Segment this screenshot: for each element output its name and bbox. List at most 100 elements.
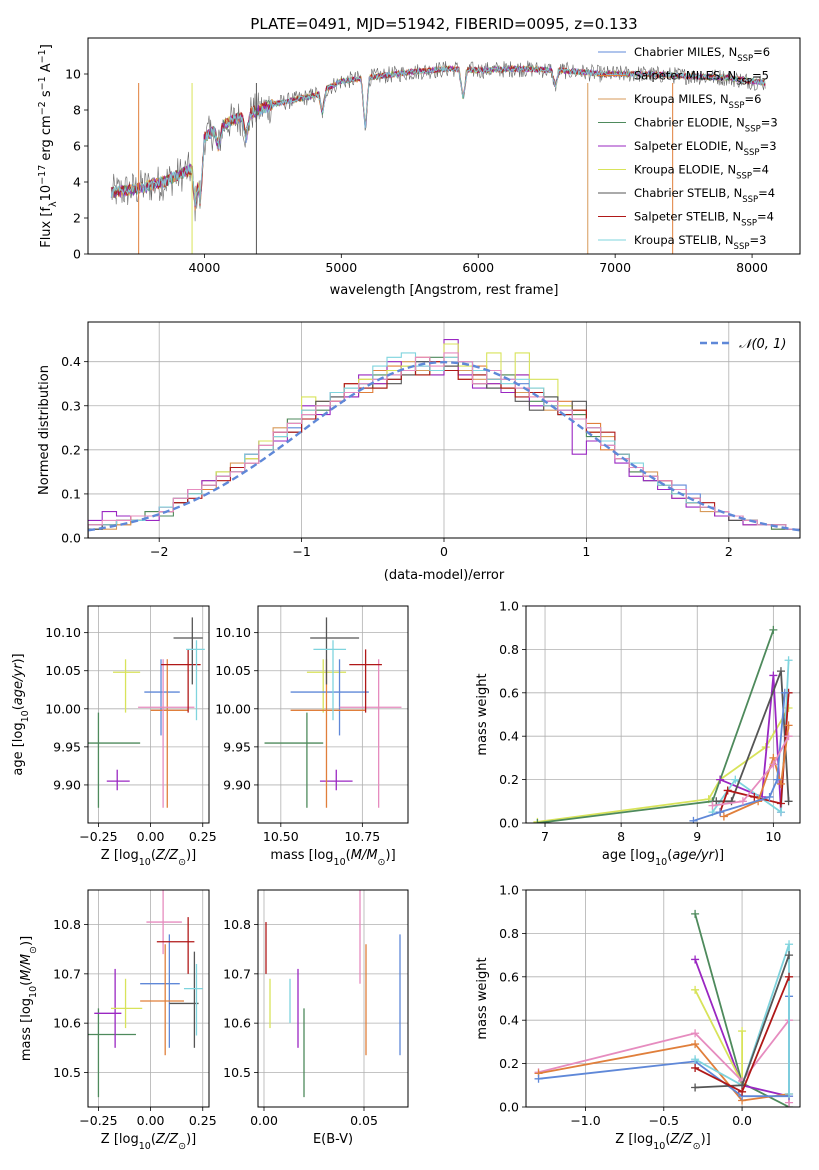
x-tick-label: −1.0 <box>570 1113 600 1128</box>
axes-frame <box>87 889 210 1108</box>
legend-entry: Salpeter STELIB, NSSP=4 <box>634 210 774 229</box>
x-tick-label: 5000 <box>325 260 357 275</box>
y-tick-label: 9.95 <box>53 739 81 754</box>
x-tick-label: 10 <box>765 829 781 844</box>
y-tick-label: 9.95 <box>223 739 251 754</box>
residuals-ylabel: Normed distribution <box>37 365 52 495</box>
axes-frame <box>257 605 409 824</box>
x-tick-label: 6000 <box>462 260 494 275</box>
ebv-xlabel: E(B-V) <box>313 1132 353 1147</box>
y-tick-label: 6 <box>73 139 81 154</box>
residuals-legend: 𝒩(0, 1) <box>700 337 786 352</box>
y-tick-label: 8 <box>73 103 81 118</box>
age_vs_mass-errorbars <box>264 617 402 808</box>
axes-frame <box>525 889 801 1108</box>
spectrum-xlabel: wavelength [Angstrom, rest frame] <box>330 283 559 298</box>
weight-line-chabrier_elodie <box>537 629 775 823</box>
weight-marker <box>738 1027 747 1036</box>
weight-line-pink <box>712 735 790 807</box>
mass_vs_Z-ylabel: mass [log10(M/M⊙)] <box>19 936 39 1061</box>
weight-marker <box>727 797 736 806</box>
age_vs_Z-xlabel: Z [log10(Z/Z⊙)] <box>101 848 196 868</box>
legend-entry: 𝒩(0, 1) <box>739 337 786 352</box>
weight-marker <box>716 775 725 784</box>
y-tick-label: 1.0 <box>499 883 519 898</box>
y-tick-label: 0.4 <box>499 729 519 744</box>
spectrum-lines <box>110 60 766 254</box>
legend-entry: Salpeter ELODIE, NSSP=3 <box>634 139 777 158</box>
legend-entry: Chabrier ELODIE, NSSP=3 <box>634 116 778 135</box>
y-tick-label: 10.10 <box>215 625 251 640</box>
weight-marker <box>691 1040 700 1049</box>
weight-marker <box>691 909 700 918</box>
y-tick-label: 2 <box>73 211 81 226</box>
weight-marker <box>785 1089 794 1098</box>
weight-line-kroupa_elodie <box>694 989 743 1084</box>
y-tick-label: 0.4 <box>499 1013 519 1028</box>
y-tick-label: 0.8 <box>499 926 519 941</box>
y-tick-label: 0.0 <box>61 531 81 546</box>
y-tick-label: 1.0 <box>499 599 519 614</box>
y-tick-label: 0 <box>73 247 81 262</box>
weight-marker <box>785 972 794 981</box>
weight-marker <box>773 775 782 784</box>
residual-histograms <box>88 339 800 538</box>
weight-marker <box>784 797 793 806</box>
weight-marker <box>731 775 740 784</box>
x-tick-label: −1 <box>292 544 310 559</box>
weight-marker <box>689 816 698 823</box>
y-tick-label: 0.2 <box>499 772 519 787</box>
weight_vs_age-lines <box>533 625 793 823</box>
weight-line-salpeter_elodie <box>719 675 782 813</box>
weight-marker <box>784 721 793 730</box>
weight-marker <box>784 656 793 665</box>
axes-frame <box>525 605 801 824</box>
weight-marker <box>719 812 728 821</box>
y-tick-label: 0.3 <box>61 398 81 413</box>
x-tick-label: 4000 <box>188 260 220 275</box>
legend-entry: Salpeter MILES, NSSP=5 <box>634 69 769 88</box>
normal-curve <box>88 360 800 532</box>
legend-entry: Kroupa ELODIE, NSSP=4 <box>634 163 769 182</box>
y-tick-label: 0.4 <box>61 354 81 369</box>
y-tick-label: 10.05 <box>45 663 81 678</box>
y-tick-label: 10.7 <box>223 966 251 981</box>
weight-line-kroupa_stelib <box>694 944 790 1094</box>
mass_vs_Z-errorbars <box>88 890 203 1098</box>
x-tick-label: 0.00 <box>137 829 165 844</box>
weight-marker <box>691 1083 700 1092</box>
x-tick-label: −0.25 <box>79 1113 117 1128</box>
x-tick-label: 7 <box>541 829 549 844</box>
weight-marker <box>750 792 759 801</box>
y-tick-label: 9.90 <box>53 777 81 792</box>
weight-marker <box>776 667 785 676</box>
y-tick-label: 10.6 <box>223 1016 251 1031</box>
x-tick-label: 7000 <box>599 260 631 275</box>
weight-marker <box>708 801 717 810</box>
weight-marker <box>716 808 725 817</box>
x-tick-label: 0.05 <box>350 1113 378 1128</box>
x-tick-label: 0.00 <box>137 1113 165 1128</box>
y-tick-label: 9.90 <box>223 777 251 792</box>
axes-frame <box>257 889 409 1108</box>
y-tick-label: 0.8 <box>499 642 519 657</box>
x-tick-label: 10.75 <box>344 829 380 844</box>
legend-entry: Kroupa MILES, NSSP=6 <box>634 92 761 111</box>
mass_vs_Z-xlabel: Z [log10(Z/Z⊙)] <box>101 1132 196 1152</box>
weight-marker <box>769 760 778 769</box>
x-tick-label: −2 <box>150 544 168 559</box>
weight-marker <box>691 1029 700 1038</box>
weight-marker <box>534 1074 543 1083</box>
y-tick-label: 10.05 <box>215 663 251 678</box>
y-tick-label: 0.1 <box>61 486 81 501</box>
y-tick-label: 0.6 <box>499 685 519 700</box>
weight_vs_age-xlabel: age [log10(age/yr)] <box>602 848 724 868</box>
y-tick-label: 10.8 <box>53 917 81 932</box>
spectrum-ylabel: Flux [fλ10−17 erg cm−2 s−1 A−1] <box>37 44 59 248</box>
x-tick-label: 0.25 <box>189 1113 217 1128</box>
weight-marker <box>769 671 778 680</box>
y-tick-label: 4 <box>73 175 81 190</box>
weight-marker <box>776 779 785 788</box>
x-tick-label: 8000 <box>736 260 768 275</box>
